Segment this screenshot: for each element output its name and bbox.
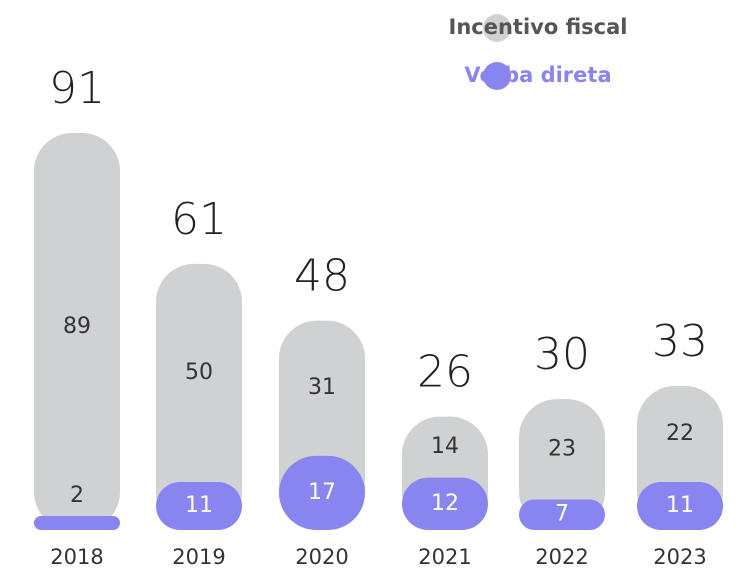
bar-segment <box>637 482 723 530</box>
bar-segment <box>34 133 120 530</box>
bar-segment <box>279 455 365 530</box>
total-label: 91 <box>49 63 105 114</box>
bar-segment <box>519 499 605 530</box>
x-tick-label: 2023 <box>653 545 706 569</box>
value-label: 23 <box>548 436 576 461</box>
total-label: 48 <box>294 251 350 302</box>
value-label: 7 <box>555 502 569 527</box>
x-tick-label: 2021 <box>418 545 471 569</box>
legend-marker <box>483 14 511 42</box>
value-label: 11 <box>185 493 213 518</box>
value-label: 89 <box>63 314 91 339</box>
total-label: 30 <box>534 329 590 380</box>
x-tick-label: 2019 <box>172 545 225 569</box>
bar-segment <box>34 516 120 530</box>
value-label: 31 <box>308 375 336 400</box>
legend-marker <box>483 62 511 90</box>
total-label: 26 <box>417 347 473 398</box>
total-label: 61 <box>171 194 227 245</box>
value-label: 14 <box>431 434 459 459</box>
x-tick-label: 2022 <box>535 545 588 569</box>
bar-segment <box>519 399 605 530</box>
value-label: 11 <box>666 493 694 518</box>
value-label: 12 <box>431 491 459 516</box>
legend-label: Incentivo fiscal <box>449 15 628 39</box>
legend-label: Verba direta <box>464 63 611 87</box>
value-label: 50 <box>185 360 213 385</box>
bar-segment <box>402 477 488 530</box>
value-label: 2 <box>70 483 84 508</box>
value-label: 17 <box>308 480 336 505</box>
total-label: 33 <box>652 316 708 367</box>
bar-segment <box>156 482 242 530</box>
x-tick-label: 2020 <box>295 545 348 569</box>
value-label: 22 <box>666 421 694 446</box>
bar-segment <box>156 263 242 530</box>
x-tick-label: 2018 <box>50 545 103 569</box>
